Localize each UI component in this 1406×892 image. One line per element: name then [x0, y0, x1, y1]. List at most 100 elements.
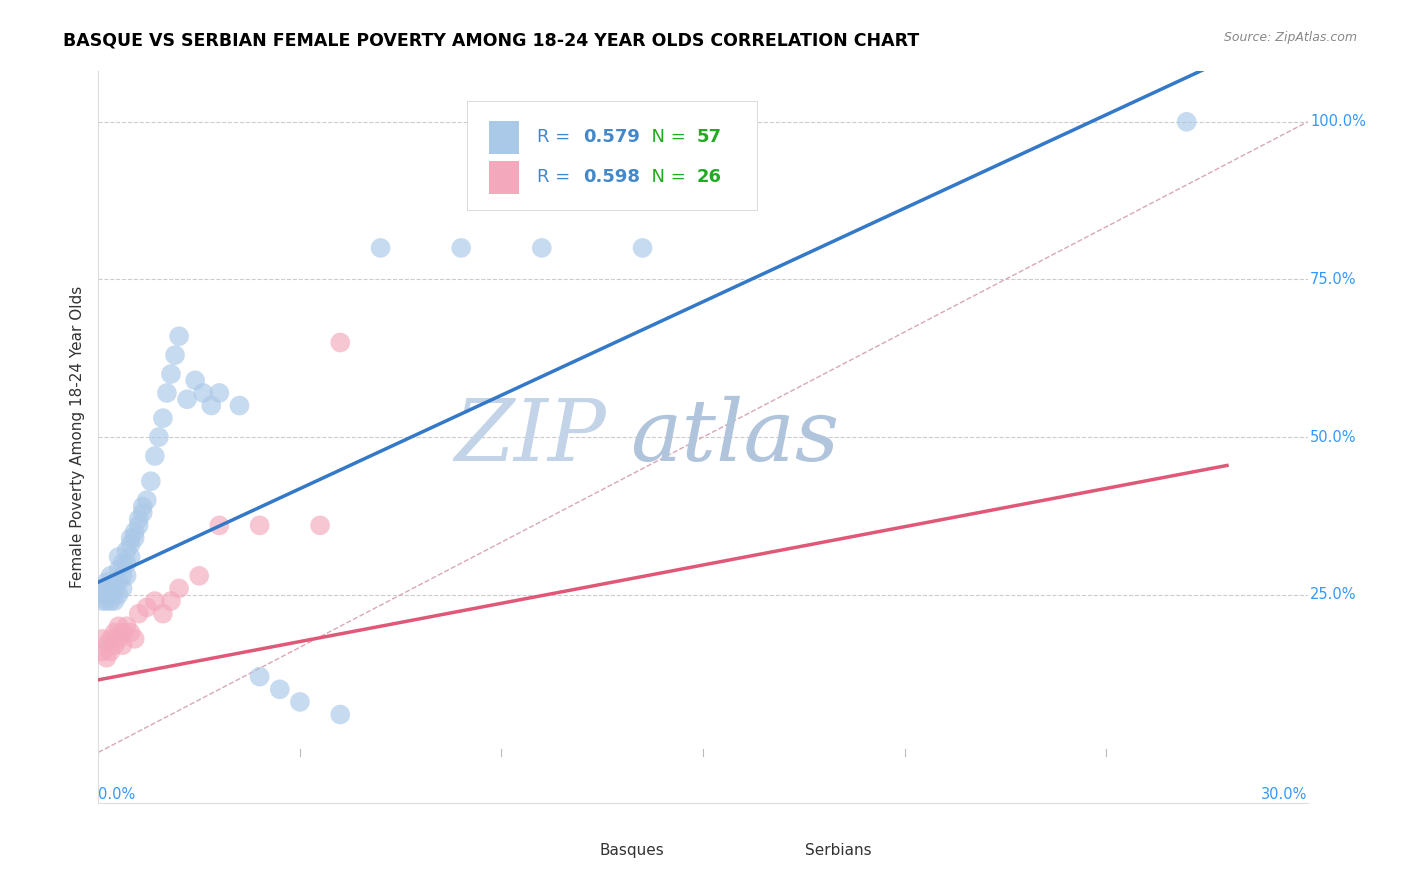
Text: BASQUE VS SERBIAN FEMALE POVERTY AMONG 18-24 YEAR OLDS CORRELATION CHART: BASQUE VS SERBIAN FEMALE POVERTY AMONG 1…	[63, 31, 920, 49]
Text: 26: 26	[697, 169, 721, 186]
Text: N =: N =	[640, 128, 692, 146]
Text: ZIP: ZIP	[454, 396, 606, 478]
Point	[143, 594, 166, 608]
Point	[152, 607, 174, 621]
Text: R =: R =	[537, 128, 576, 146]
Point	[631, 241, 654, 255]
Point	[370, 241, 392, 255]
Point	[148, 430, 170, 444]
Point	[249, 518, 271, 533]
Point	[91, 644, 114, 658]
Text: 50.0%: 50.0%	[1310, 430, 1357, 444]
Point	[176, 392, 198, 407]
Bar	[546, 836, 585, 865]
Text: 25.0%: 25.0%	[1310, 587, 1357, 602]
Point	[107, 549, 129, 564]
Point	[152, 411, 174, 425]
Point	[124, 531, 146, 545]
Point	[96, 582, 118, 596]
Point	[100, 594, 122, 608]
Point	[111, 556, 134, 570]
Point	[208, 386, 231, 401]
Point	[100, 632, 122, 646]
Point	[107, 588, 129, 602]
Point	[530, 241, 553, 255]
Point	[128, 512, 150, 526]
Point	[135, 493, 157, 508]
Point	[107, 575, 129, 590]
Point	[96, 594, 118, 608]
Point	[1175, 115, 1198, 129]
Point	[135, 600, 157, 615]
Point	[103, 625, 125, 640]
Point	[167, 582, 190, 596]
Text: N =: N =	[640, 169, 692, 186]
Point	[124, 524, 146, 539]
Point	[269, 682, 291, 697]
Point	[115, 569, 138, 583]
Point	[103, 582, 125, 596]
Point	[115, 556, 138, 570]
Point	[111, 569, 134, 583]
Point	[107, 632, 129, 646]
Point	[120, 537, 142, 551]
Text: 0.579: 0.579	[583, 128, 640, 146]
Point	[156, 386, 179, 401]
Text: Source: ZipAtlas.com: Source: ZipAtlas.com	[1223, 31, 1357, 45]
Point	[188, 569, 211, 583]
Point	[100, 582, 122, 596]
Point	[96, 638, 118, 652]
Point	[163, 348, 186, 362]
Bar	[489, 120, 519, 153]
Bar	[751, 836, 790, 865]
Point	[288, 695, 311, 709]
Bar	[489, 161, 519, 194]
Point	[96, 650, 118, 665]
Point	[111, 625, 134, 640]
Point	[120, 625, 142, 640]
Point	[111, 638, 134, 652]
Text: 0.598: 0.598	[583, 169, 640, 186]
Text: R =: R =	[537, 169, 576, 186]
Point	[103, 638, 125, 652]
Point	[139, 474, 162, 488]
Text: 100.0%: 100.0%	[1310, 114, 1365, 129]
Point	[167, 329, 190, 343]
Text: 0.0%: 0.0%	[98, 787, 135, 802]
Point	[309, 518, 332, 533]
Point	[249, 670, 271, 684]
Point	[103, 575, 125, 590]
Point	[115, 619, 138, 633]
Point	[115, 543, 138, 558]
Text: 57: 57	[697, 128, 721, 146]
Point	[100, 644, 122, 658]
Point	[103, 594, 125, 608]
Point	[128, 518, 150, 533]
Point	[96, 575, 118, 590]
Point	[100, 569, 122, 583]
Point	[124, 632, 146, 646]
Point	[120, 531, 142, 545]
Point	[208, 518, 231, 533]
Point	[329, 707, 352, 722]
Point	[91, 594, 114, 608]
Point	[91, 582, 114, 596]
Point	[184, 373, 207, 387]
Text: 30.0%: 30.0%	[1261, 787, 1308, 802]
Point	[200, 399, 222, 413]
Point	[111, 582, 134, 596]
Point	[193, 386, 215, 401]
Point	[160, 594, 183, 608]
Point	[100, 588, 122, 602]
Text: 75.0%: 75.0%	[1310, 272, 1357, 287]
Point	[120, 549, 142, 564]
Point	[228, 399, 250, 413]
Y-axis label: Female Poverty Among 18-24 Year Olds: Female Poverty Among 18-24 Year Olds	[69, 286, 84, 588]
Point	[143, 449, 166, 463]
Point	[450, 241, 472, 255]
Point	[132, 500, 155, 514]
Point	[128, 607, 150, 621]
Point	[132, 506, 155, 520]
FancyBboxPatch shape	[467, 101, 758, 211]
Point	[160, 367, 183, 381]
